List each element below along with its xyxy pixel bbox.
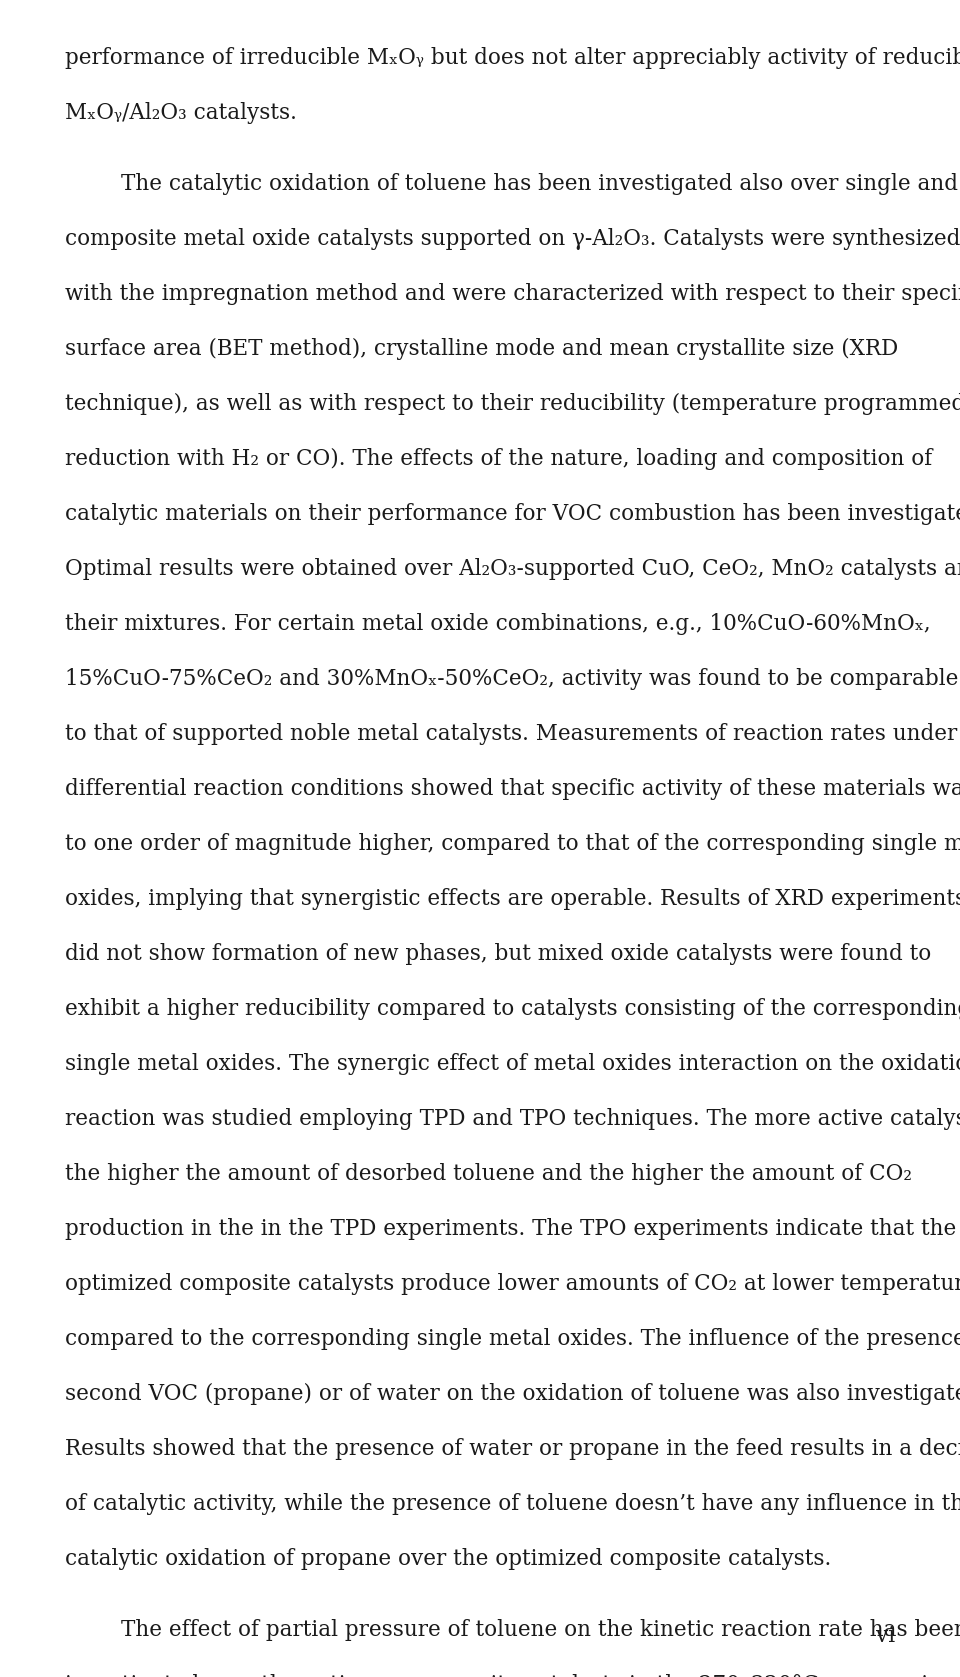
Text: surface area (BET method), crystalline mode and mean crystallite size (XRD: surface area (BET method), crystalline m… bbox=[65, 339, 899, 361]
Text: reaction was studied employing TPD and TPO techniques. The more active catalyst,: reaction was studied employing TPD and T… bbox=[65, 1108, 960, 1130]
Text: reduction with H₂ or CO). The effects of the nature, loading and composition of: reduction with H₂ or CO). The effects of… bbox=[65, 448, 932, 470]
Text: to that of supported noble metal catalysts. Measurements of reaction rates under: to that of supported noble metal catalys… bbox=[65, 723, 957, 745]
Text: Results showed that the presence of water or propane in the feed results in a de: Results showed that the presence of wate… bbox=[65, 1439, 960, 1461]
Text: with the impregnation method and were characterized with respect to their specif: with the impregnation method and were ch… bbox=[65, 283, 960, 305]
Text: catalytic materials on their performance for VOC combustion has been investigate: catalytic materials on their performance… bbox=[65, 503, 960, 525]
Text: their mixtures. For certain metal oxide combinations, e.g., 10%CuO-60%MnOₓ,: their mixtures. For certain metal oxide … bbox=[65, 614, 931, 636]
Text: exhibit a higher reducibility compared to catalysts consisting of the correspond: exhibit a higher reducibility compared t… bbox=[65, 998, 960, 1020]
Text: 15%CuO-75%CeO₂ and 30%MnOₓ-50%CeO₂, activity was found to be comparable: 15%CuO-75%CeO₂ and 30%MnOₓ-50%CeO₂, acti… bbox=[65, 667, 959, 689]
Text: catalytic oxidation of propane over the optimized composite catalysts.: catalytic oxidation of propane over the … bbox=[65, 1548, 831, 1570]
Text: The effect of partial pressure of toluene on the kinetic reaction rate has been: The effect of partial pressure of toluen… bbox=[121, 1618, 960, 1642]
Text: optimized composite catalysts produce lower amounts of CO₂ at lower temperature,: optimized composite catalysts produce lo… bbox=[65, 1273, 960, 1295]
Text: composite metal oxide catalysts supported on γ-Al₂O₃. Catalysts were synthesized: composite metal oxide catalysts supporte… bbox=[65, 228, 960, 250]
Text: did not show formation of new phases, but mixed oxide catalysts were found to: did not show formation of new phases, bu… bbox=[65, 942, 931, 964]
Text: MₓOᵧ/Al₂O₃ catalysts.: MₓOᵧ/Al₂O₃ catalysts. bbox=[65, 102, 298, 124]
Text: compared to the corresponding single metal oxides. The influence of the presence: compared to the corresponding single met… bbox=[65, 1328, 960, 1350]
Text: of catalytic activity, while the presence of toluene doesn’t have any influence : of catalytic activity, while the presenc… bbox=[65, 1493, 960, 1514]
Text: second VOC (propane) or of water on the oxidation of toluene was also investigat: second VOC (propane) or of water on the … bbox=[65, 1384, 960, 1405]
Text: technique), as well as with respect to their reducibility (temperature programme: technique), as well as with respect to t… bbox=[65, 392, 960, 414]
Text: differential reaction conditions showed that specific activity of these material: differential reaction conditions showed … bbox=[65, 778, 960, 800]
Text: performance of irreducible MₓOᵧ but does not alter appreciably activity of reduc: performance of irreducible MₓOᵧ but does… bbox=[65, 47, 960, 69]
Text: the higher the amount of desorbed toluene and the higher the amount of CO₂: the higher the amount of desorbed toluen… bbox=[65, 1164, 912, 1186]
Text: Optimal results were obtained over Al₂O₃-supported CuO, CeO₂, MnO₂ catalysts and: Optimal results were obtained over Al₂O₃… bbox=[65, 558, 960, 580]
Text: oxides, implying that synergistic effects are operable. Results of XRD experimen: oxides, implying that synergistic effect… bbox=[65, 889, 960, 911]
Text: to one order of magnitude higher, compared to that of the corresponding single m: to one order of magnitude higher, compar… bbox=[65, 833, 960, 855]
Text: production in the in the TPD experiments. The TPO experiments indicate that the: production in the in the TPD experiments… bbox=[65, 1218, 956, 1239]
Text: investigated over the optimum composite catalysts in the 270–320°C range using a: investigated over the optimum composite … bbox=[65, 1674, 960, 1677]
Text: single metal oxides. The synergic effect of metal oxides interaction on the oxid: single metal oxides. The synergic effect… bbox=[65, 1053, 960, 1075]
Text: vi: vi bbox=[876, 1625, 895, 1647]
Text: The catalytic oxidation of toluene has been investigated also over single and: The catalytic oxidation of toluene has b… bbox=[121, 173, 958, 195]
